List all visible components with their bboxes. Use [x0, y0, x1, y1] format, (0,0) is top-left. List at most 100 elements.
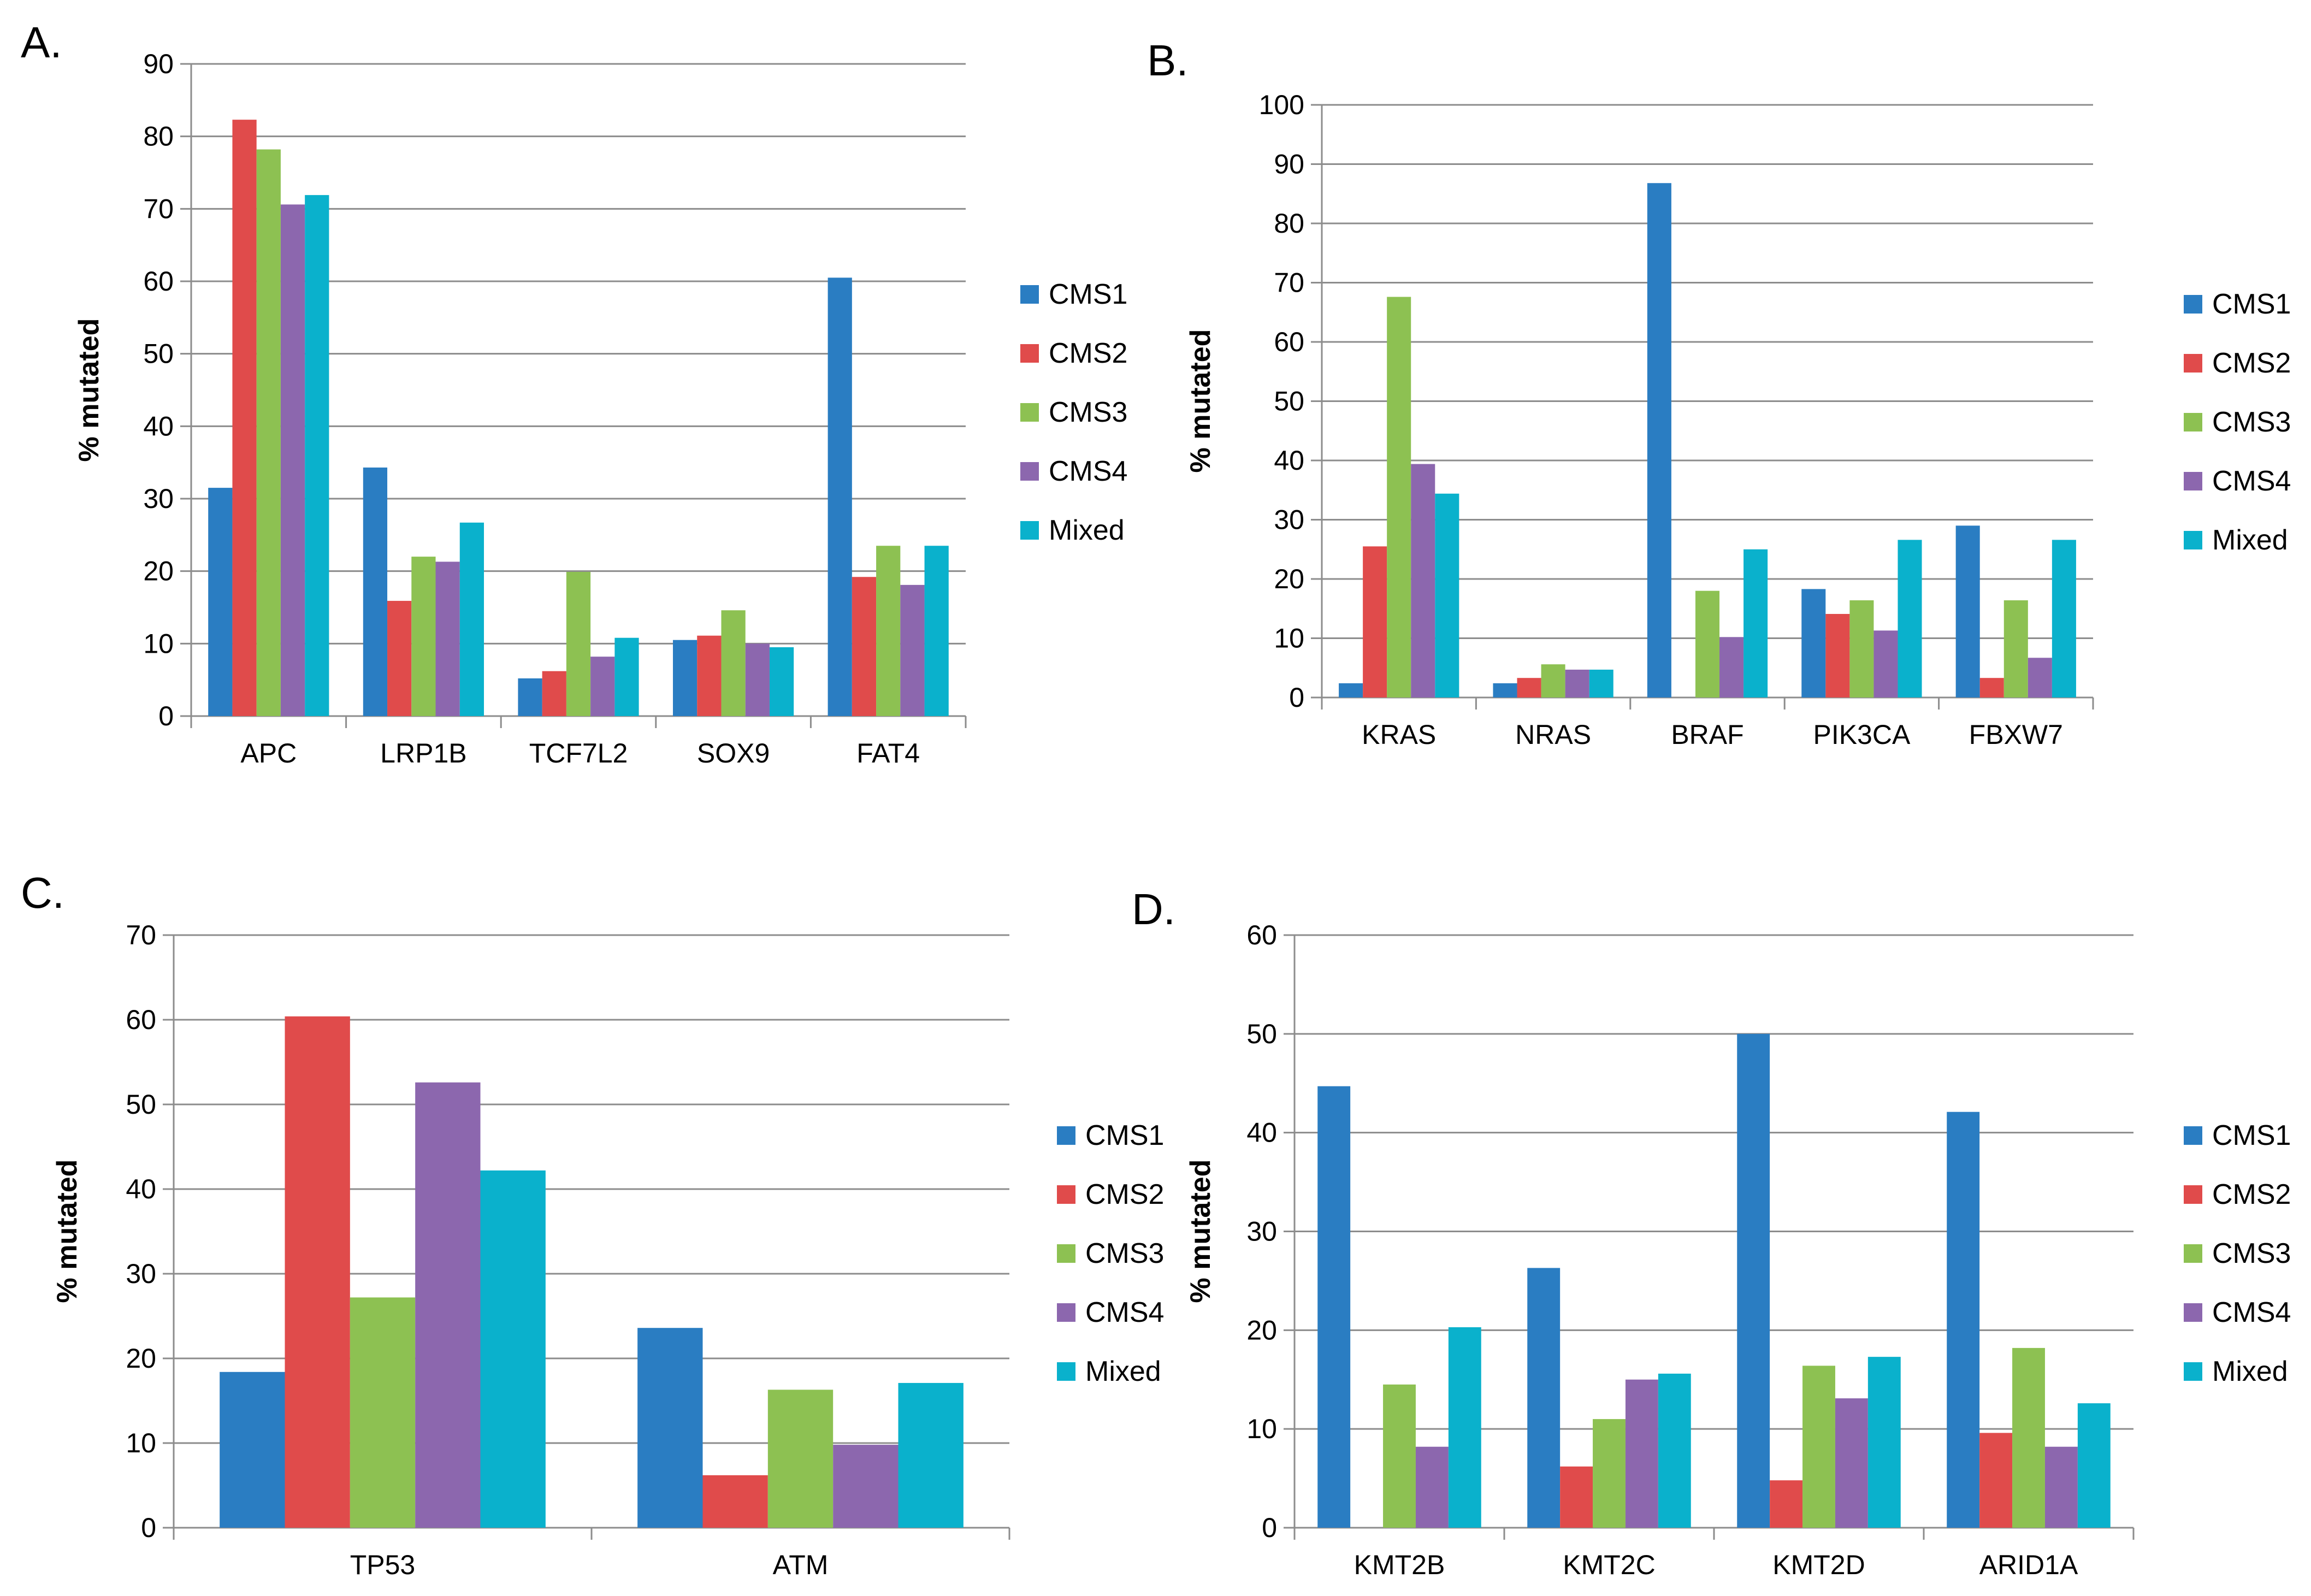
x-tick-label: SOX9 — [697, 738, 770, 769]
legend-swatch-cms4 — [2184, 472, 2202, 490]
bar-cms4-nras — [1565, 670, 1589, 697]
y-tick-label: 20 — [143, 556, 174, 587]
bar-cms1-sox9 — [672, 640, 698, 716]
chart-panel-1: B. 0 10 20 30 40 50 60 70 80 90 100 % mutated KRAS NRA… — [1147, 36, 2291, 750]
bar-mixed-kmt2d — [1867, 1357, 1901, 1528]
x-tick-label: KMT2B — [1354, 1550, 1445, 1580]
bar-mixed-braf — [1743, 549, 1768, 697]
y-tick-label: 90 — [1274, 149, 1304, 180]
y-axis-label: % mutated — [1185, 329, 1216, 473]
x-tick-label: NRAS — [1515, 719, 1591, 750]
bar-cms4-fat4 — [900, 584, 925, 716]
bar-cms1-tp53 — [220, 1372, 285, 1528]
legend-swatch-cms1 — [1020, 285, 1039, 304]
bar-cms1-fat4 — [828, 277, 852, 716]
x-tick-label: PIK3CA — [1813, 719, 1911, 750]
legend-label: CMS1 — [2212, 288, 2291, 320]
y-tick-label: 70 — [143, 193, 174, 224]
bar-cms2-tcf7l2 — [542, 671, 566, 716]
legend-label: CMS1 — [1085, 1120, 1164, 1151]
bar-cms3-fbxw7 — [2003, 600, 2028, 697]
bar-cms3-apc — [256, 149, 281, 717]
x-tick-label: TCF7L2 — [529, 738, 628, 769]
bar-cms3-kmt2b — [1383, 1384, 1416, 1528]
bar-cms2-kras — [1363, 546, 1387, 697]
y-tick-label: 0 — [141, 1512, 156, 1543]
x-tick-label: FBXW7 — [1969, 719, 2063, 750]
bar-cms3-fat4 — [876, 546, 901, 716]
legend-swatch-cms1 — [2184, 295, 2202, 314]
legend-swatch-cms3 — [2184, 1244, 2202, 1263]
chart-panel-0: A. 0 10 20 30 40 50 60 70 80 90 % mutated APC LRP1B TC… — [21, 18, 1127, 769]
bar-cms3-atm — [767, 1390, 834, 1528]
legend-swatch-cms2 — [2184, 354, 2202, 373]
bar-cms2-apc — [232, 120, 257, 717]
y-tick-label: 10 — [1274, 623, 1304, 654]
bar-cms1-tcf7l2 — [518, 678, 542, 716]
legend-swatch-mixed — [1020, 521, 1039, 540]
legend-label: CMS1 — [1049, 279, 1127, 310]
legend-swatch-cms4 — [1057, 1303, 1075, 1322]
legend-label: CMS2 — [1049, 338, 1127, 369]
y-tick-label: 80 — [1274, 208, 1304, 239]
legend-label: CMS2 — [2212, 1179, 2291, 1210]
y-tick-label: 20 — [1246, 1315, 1277, 1345]
bar-mixed-sox9 — [769, 647, 794, 716]
bar-cms1-fbxw7 — [1955, 525, 1980, 697]
legend-label: CMS3 — [2212, 1238, 2291, 1269]
bar-mixed-tp53 — [480, 1170, 546, 1528]
y-tick-label: 20 — [1274, 564, 1304, 594]
y-tick-label: 40 — [126, 1174, 156, 1204]
legend-swatch-mixed — [1057, 1362, 1075, 1381]
bar-cms3-tcf7l2 — [566, 571, 591, 716]
bar-cms4-apc — [280, 204, 305, 717]
bar-cms2-pik3ca — [1825, 614, 1850, 697]
panel-label: B. — [1147, 36, 1189, 85]
y-tick-label: 60 — [126, 1004, 156, 1035]
bar-cms1-kmt2b — [1317, 1086, 1351, 1528]
y-tick-label: 60 — [1246, 920, 1277, 950]
y-tick-label: 0 — [158, 701, 174, 731]
y-tick-label: 70 — [126, 920, 156, 950]
bar-cms4-lrp1b — [435, 561, 460, 716]
bar-cms2-atm — [702, 1475, 768, 1528]
y-tick-label: 30 — [143, 483, 174, 514]
bar-cms1-kmt2d — [1737, 1033, 1770, 1528]
bar-cms2-fbxw7 — [1979, 678, 2004, 697]
legend-swatch-cms1 — [1057, 1126, 1075, 1145]
x-tick-label: KRAS — [1362, 719, 1436, 750]
bar-cms1-nras — [1493, 683, 1517, 697]
bar-cms3-arid1a — [2012, 1347, 2045, 1528]
x-tick-label: LRP1B — [380, 738, 466, 769]
bar-mixed-arid1a — [2077, 1403, 2111, 1528]
bar-mixed-apc — [305, 195, 329, 716]
legend-swatch-cms4 — [2184, 1303, 2202, 1322]
y-tick-label: 60 — [143, 266, 174, 297]
y-tick-label: 50 — [1246, 1019, 1277, 1049]
bar-cms1-lrp1b — [363, 467, 388, 716]
bar-mixed-pik3ca — [1898, 540, 1922, 697]
y-tick-label: 70 — [1274, 268, 1304, 298]
legend-swatch-cms3 — [2184, 413, 2202, 431]
legend-swatch-cms2 — [2184, 1185, 2202, 1204]
x-tick-label: KMT2D — [1772, 1550, 1865, 1580]
legend-label: CMS4 — [1049, 456, 1127, 487]
bar-cms3-braf — [1695, 590, 1720, 697]
legend-swatch-cms3 — [1057, 1244, 1075, 1263]
panel-label: A. — [21, 18, 62, 67]
bar-cms1-atm — [637, 1328, 703, 1528]
bar-cms4-arid1a — [2044, 1446, 2078, 1528]
y-tick-label: 80 — [143, 121, 174, 152]
bar-cms1-apc — [208, 488, 233, 716]
y-tick-label: 60 — [1274, 327, 1304, 357]
y-tick-label: 0 — [1289, 682, 1304, 713]
panel-label: D. — [1132, 885, 1175, 933]
bar-cms3-pik3ca — [1849, 600, 1874, 697]
legend: CMS1 CMS2 CMS3 CMS4 Mixed — [1057, 1120, 1164, 1387]
bar-cms3-kmt2d — [1802, 1366, 1835, 1528]
bar-cms3-kras — [1387, 297, 1411, 697]
y-axis-label: % mutated — [51, 1160, 83, 1303]
bar-mixed-lrp1b — [459, 522, 484, 716]
bar-cms4-sox9 — [745, 643, 770, 716]
